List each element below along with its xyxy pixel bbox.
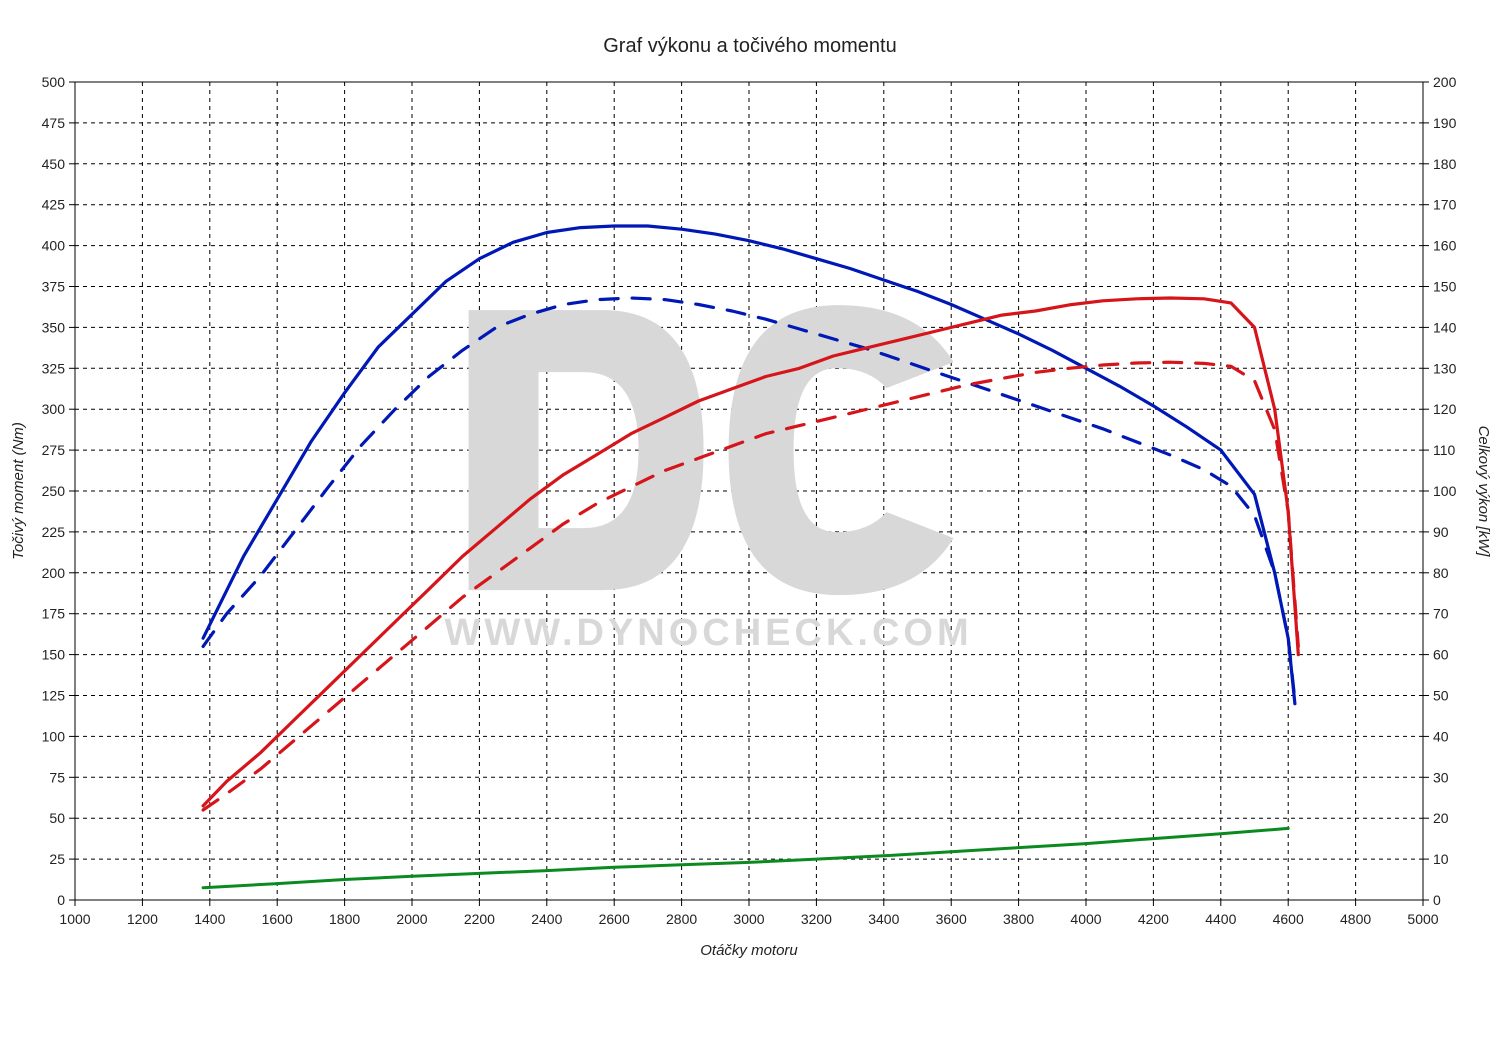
svg-text:200: 200 <box>1433 74 1457 90</box>
svg-text:4800: 4800 <box>1340 911 1371 927</box>
svg-text:2800: 2800 <box>666 911 697 927</box>
svg-text:2200: 2200 <box>464 911 495 927</box>
svg-text:3600: 3600 <box>936 911 967 927</box>
svg-text:120: 120 <box>1433 401 1457 417</box>
svg-text:2600: 2600 <box>599 911 630 927</box>
svg-text:Celkový výkon [kW]: Celkový výkon [kW] <box>1475 426 1492 558</box>
svg-text:2000: 2000 <box>396 911 427 927</box>
svg-text:25: 25 <box>49 851 65 867</box>
svg-text:140: 140 <box>1433 319 1457 335</box>
svg-text:325: 325 <box>42 360 66 376</box>
svg-text:175: 175 <box>42 606 66 622</box>
svg-text:80: 80 <box>1433 565 1449 581</box>
svg-text:70: 70 <box>1433 606 1449 622</box>
chart-svg: Graf výkonu a točivého momentu1000120014… <box>0 0 1500 1040</box>
svg-text:160: 160 <box>1433 238 1457 254</box>
svg-text:0: 0 <box>1433 892 1441 908</box>
svg-text:300: 300 <box>42 401 66 417</box>
svg-text:Otáčky motoru: Otáčky motoru <box>700 942 798 959</box>
svg-text:350: 350 <box>42 319 66 335</box>
svg-text:90: 90 <box>1433 524 1449 540</box>
svg-text:10: 10 <box>1433 851 1449 867</box>
svg-text:Graf výkonu a točivého momentu: Graf výkonu a točivého momentu <box>603 35 896 57</box>
svg-text:450: 450 <box>42 156 66 172</box>
svg-text:60: 60 <box>1433 647 1449 663</box>
svg-text:150: 150 <box>1433 279 1457 295</box>
svg-text:Točivý moment (Nm): Točivý moment (Nm) <box>10 422 27 560</box>
svg-text:250: 250 <box>42 483 66 499</box>
svg-text:170: 170 <box>1433 197 1457 213</box>
svg-text:20: 20 <box>1433 810 1449 826</box>
svg-text:3000: 3000 <box>733 911 764 927</box>
svg-text:425: 425 <box>42 197 66 213</box>
svg-text:50: 50 <box>49 810 65 826</box>
svg-text:125: 125 <box>42 688 66 704</box>
svg-text:4600: 4600 <box>1273 911 1304 927</box>
svg-text:180: 180 <box>1433 156 1457 172</box>
svg-text:75: 75 <box>49 769 65 785</box>
svg-text:190: 190 <box>1433 115 1457 131</box>
svg-text:400: 400 <box>42 238 66 254</box>
svg-text:4000: 4000 <box>1070 911 1101 927</box>
svg-text:3800: 3800 <box>1003 911 1034 927</box>
svg-text:1400: 1400 <box>194 911 225 927</box>
svg-text:2400: 2400 <box>531 911 562 927</box>
svg-text:275: 275 <box>42 442 66 458</box>
svg-text:110: 110 <box>1433 442 1456 458</box>
svg-text:375: 375 <box>42 279 66 295</box>
svg-text:150: 150 <box>42 647 66 663</box>
svg-text:50: 50 <box>1433 688 1449 704</box>
svg-text:100: 100 <box>1433 483 1457 499</box>
svg-text:1800: 1800 <box>329 911 360 927</box>
svg-text:40: 40 <box>1433 728 1449 744</box>
svg-text:200: 200 <box>42 565 66 581</box>
svg-text:30: 30 <box>1433 769 1449 785</box>
svg-text:4400: 4400 <box>1205 911 1236 927</box>
svg-text:4200: 4200 <box>1138 911 1169 927</box>
svg-text:3200: 3200 <box>801 911 832 927</box>
svg-text:3400: 3400 <box>868 911 899 927</box>
svg-text:0: 0 <box>57 892 65 908</box>
svg-text:5000: 5000 <box>1407 911 1438 927</box>
svg-text:WWW.DYNOCHECK.COM: WWW.DYNOCHECK.COM <box>444 612 972 654</box>
svg-text:225: 225 <box>42 524 66 540</box>
svg-text:1200: 1200 <box>127 911 158 927</box>
dyno-chart: Graf výkonu a točivého momentu1000120014… <box>0 0 1500 1040</box>
svg-text:500: 500 <box>42 74 66 90</box>
svg-text:100: 100 <box>42 728 66 744</box>
svg-text:1000: 1000 <box>59 911 90 927</box>
svg-text:475: 475 <box>42 115 66 131</box>
svg-text:130: 130 <box>1433 360 1457 376</box>
svg-text:1600: 1600 <box>262 911 293 927</box>
